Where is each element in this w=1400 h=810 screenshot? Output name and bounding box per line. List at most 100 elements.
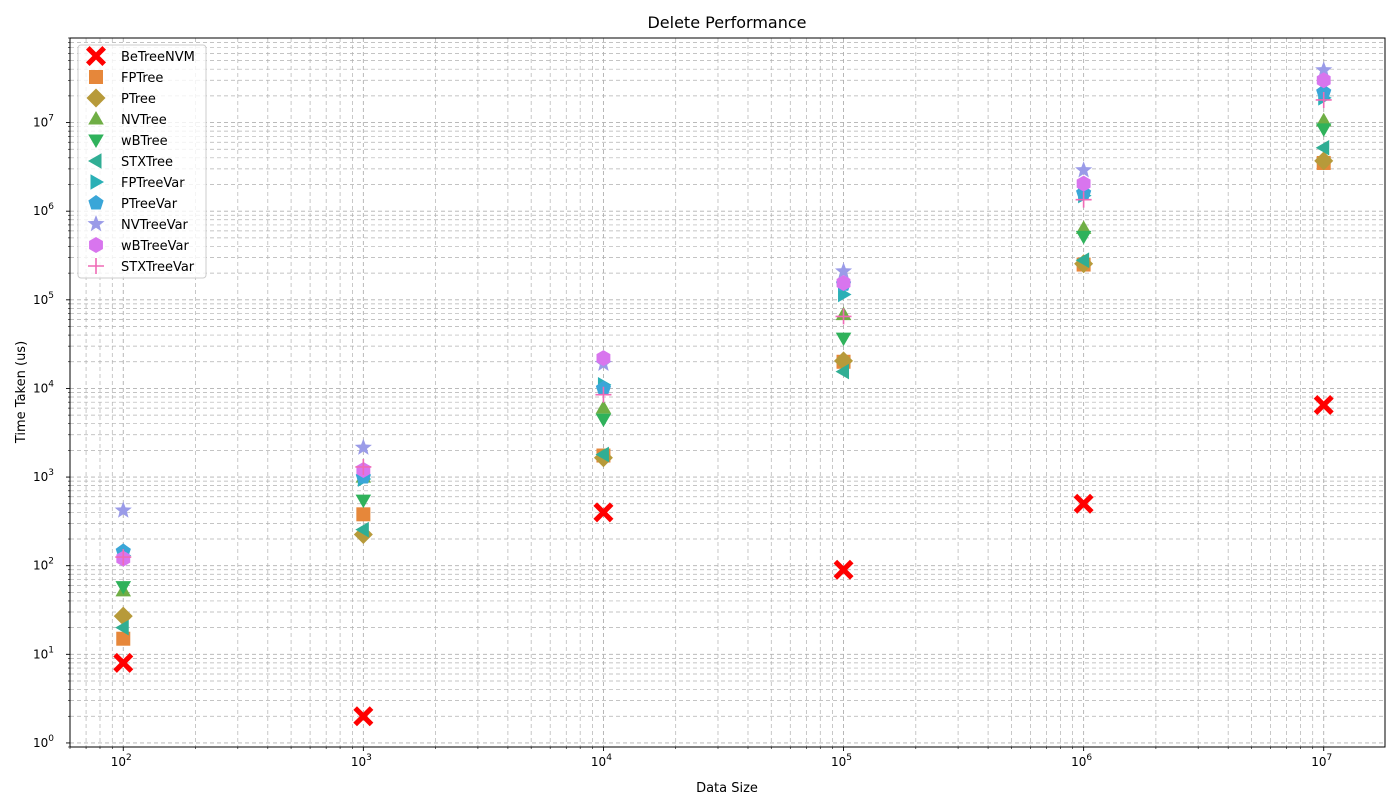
legend-box: [77, 44, 207, 279]
legend-entry: STXTree: [88, 153, 173, 170]
data-point: [1315, 61, 1333, 78]
legend-entry: PTree: [86, 88, 156, 108]
x-tick-label: 107: [1311, 753, 1332, 769]
data-point: [835, 363, 850, 380]
legend-label: NVTreeVar: [121, 218, 189, 233]
y-tick-label: 101: [33, 645, 54, 661]
legend-entry: NVTree: [88, 111, 167, 128]
legend-entry: NVTreeVar: [87, 215, 189, 233]
y-tick-label: 100: [33, 734, 54, 750]
legend-label: PTreeVar: [121, 197, 178, 212]
data-point: [593, 502, 614, 523]
series-BeTreeNVM: [113, 395, 1334, 727]
data-point: [354, 438, 372, 455]
legend-marker: [90, 174, 104, 190]
data-point: [1316, 84, 1332, 99]
series-STXTreeVar: [115, 91, 1332, 566]
y-axis-label: Time Taken (us): [14, 341, 29, 444]
y-tick-label: 104: [33, 379, 54, 395]
data-point: [356, 507, 371, 522]
data-point: [113, 652, 134, 673]
legend-entry: PTreeVar: [88, 195, 178, 212]
x-tick-label: 102: [111, 753, 132, 769]
legend-label: STXTreeVar: [121, 260, 195, 275]
data-point: [1073, 493, 1094, 514]
grid-lines: [69, 37, 1385, 748]
series-wBTree: [115, 123, 1332, 595]
data-point: [596, 350, 611, 367]
data-point: [1075, 230, 1092, 245]
legend-label: wBTree: [121, 134, 168, 149]
legend-marker: [88, 195, 104, 210]
legend-marker: [86, 46, 106, 66]
legend-entry: BeTreeNVM: [86, 46, 195, 66]
data-point: [1315, 112, 1332, 127]
legend-label: NVTree: [121, 113, 167, 128]
data-point: [115, 581, 132, 595]
legend-marker: [86, 88, 106, 108]
legend-marker: [87, 215, 105, 232]
data-point: [1075, 252, 1090, 268]
x-tick-label: 103: [351, 753, 372, 769]
legend-label: FPTree: [121, 71, 163, 86]
data-point: [595, 413, 612, 428]
y-tick-label: 102: [33, 557, 54, 573]
data-point: [1316, 72, 1331, 89]
x-axis-label: Data Size: [696, 781, 758, 796]
legend-label: FPTreeVar: [121, 176, 185, 191]
data-point: [1315, 139, 1330, 156]
data-point: [1315, 123, 1332, 137]
data-point: [1075, 161, 1093, 178]
axis-ticks: 102 103 104 105 106 107 100 101 102 103 104 105 106 1…: [33, 37, 1332, 769]
legend-marker: [89, 70, 103, 84]
data-point: [836, 274, 851, 291]
data-point: [1075, 220, 1092, 234]
legend-marker: [89, 237, 103, 253]
data-point: [355, 458, 372, 475]
legend-marker: [88, 258, 104, 274]
x-tick-label: 105: [831, 753, 852, 769]
legend-entry: wBTree: [88, 134, 168, 149]
data-point: [1075, 191, 1092, 208]
x-tick-label: 106: [1071, 753, 1092, 769]
data-point: [595, 386, 612, 403]
data-point: [355, 494, 372, 509]
data-markers: [113, 61, 1334, 727]
legend-label: wBTreeVar: [121, 239, 189, 254]
x-tick-label: 104: [591, 753, 612, 769]
legend-label: PTree: [121, 92, 156, 107]
data-point: [1313, 395, 1334, 416]
legend-entry: FPTreeVar: [90, 174, 185, 191]
legend-marker: [88, 111, 104, 125]
legend-marker: [88, 134, 104, 148]
data-point: [355, 521, 369, 538]
data-point: [595, 446, 609, 463]
y-tick-label: 105: [33, 291, 54, 307]
data-point: [114, 501, 132, 518]
legend-entry: wBTreeVar: [89, 237, 189, 254]
data-point: [1315, 91, 1332, 108]
series-STXTree: [115, 139, 1330, 636]
data-point: [834, 262, 853, 279]
legend-entry: STXTreeVar: [88, 258, 195, 275]
legend-label: BeTreeNVM: [121, 50, 195, 65]
data-point: [833, 559, 854, 580]
data-point: [1314, 151, 1334, 171]
data-point: [835, 332, 852, 347]
data-point: [115, 619, 129, 636]
y-tick-label: 106: [33, 202, 54, 218]
legend: BeTreeNVM FPTree PTree NVTree wBTree STXTree F…: [77, 44, 207, 279]
plot-frame: [69, 37, 1386, 748]
data-point: [1076, 175, 1091, 192]
data-point: [353, 706, 374, 727]
data-point: [116, 631, 131, 646]
data-point: [115, 549, 132, 566]
legend-entry: FPTree: [89, 70, 163, 86]
chart-title: Delete Performance: [647, 13, 806, 32]
legend-marker: [88, 153, 102, 169]
data-point: [595, 400, 612, 414]
y-tick-label: 103: [33, 468, 54, 484]
data-point: [835, 308, 852, 325]
